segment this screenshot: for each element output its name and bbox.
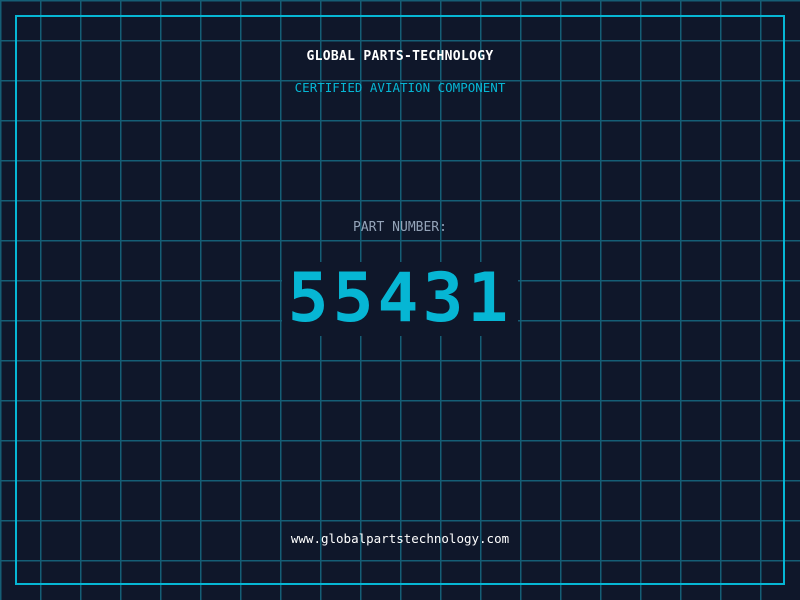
part-number-container: 55431	[0, 262, 800, 336]
company-title: GLOBAL PARTS-TECHNOLOGY	[306, 49, 494, 64]
certification-subtitle: CERTIFIED AVIATION COMPONENT	[294, 80, 506, 95]
part-number-value: 55431	[281, 262, 519, 336]
part-number-label: PART NUMBER:	[353, 220, 447, 235]
website-url: www.globalpartstechnology.com	[290, 531, 510, 546]
border-frame	[15, 15, 785, 585]
